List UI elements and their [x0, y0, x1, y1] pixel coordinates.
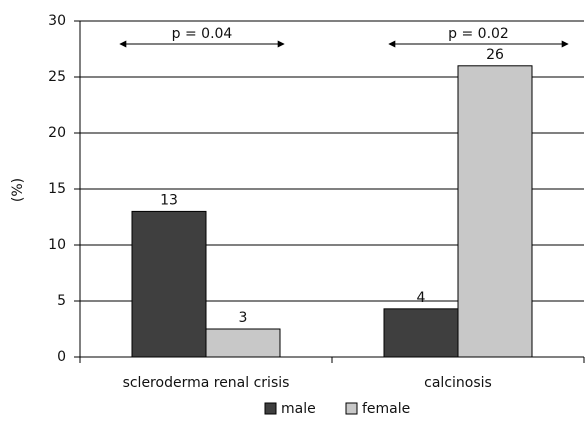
x-tick-label: calcinosis [424, 375, 492, 391]
legend-swatch [345, 402, 358, 415]
y-tick-label: 5 [57, 293, 66, 309]
bar [131, 210, 207, 358]
legend-swatch [264, 402, 277, 415]
bar [383, 308, 459, 358]
annotation: p = 0.04 [172, 26, 233, 42]
legend-label: female [362, 401, 410, 417]
bar [205, 328, 281, 358]
y-axis-label: (%) [10, 178, 26, 202]
y-tick-label: 15 [48, 181, 66, 197]
y-tick-label: 30 [48, 13, 66, 29]
y-tick-label: 0 [57, 349, 66, 365]
data-label: 3 [239, 310, 248, 326]
y-tick-label: 10 [48, 237, 66, 253]
y-tick-label: 25 [48, 69, 66, 85]
data-label: 4 [417, 290, 426, 306]
data-label: 13 [160, 192, 178, 208]
legend-label: male [281, 401, 316, 417]
annotation: p = 0.02 [448, 26, 509, 42]
x-tick-label: scleroderma renal crisis [123, 375, 290, 391]
y-tick-label: 20 [48, 125, 66, 141]
data-label: 26 [486, 47, 504, 63]
bar [457, 65, 533, 358]
